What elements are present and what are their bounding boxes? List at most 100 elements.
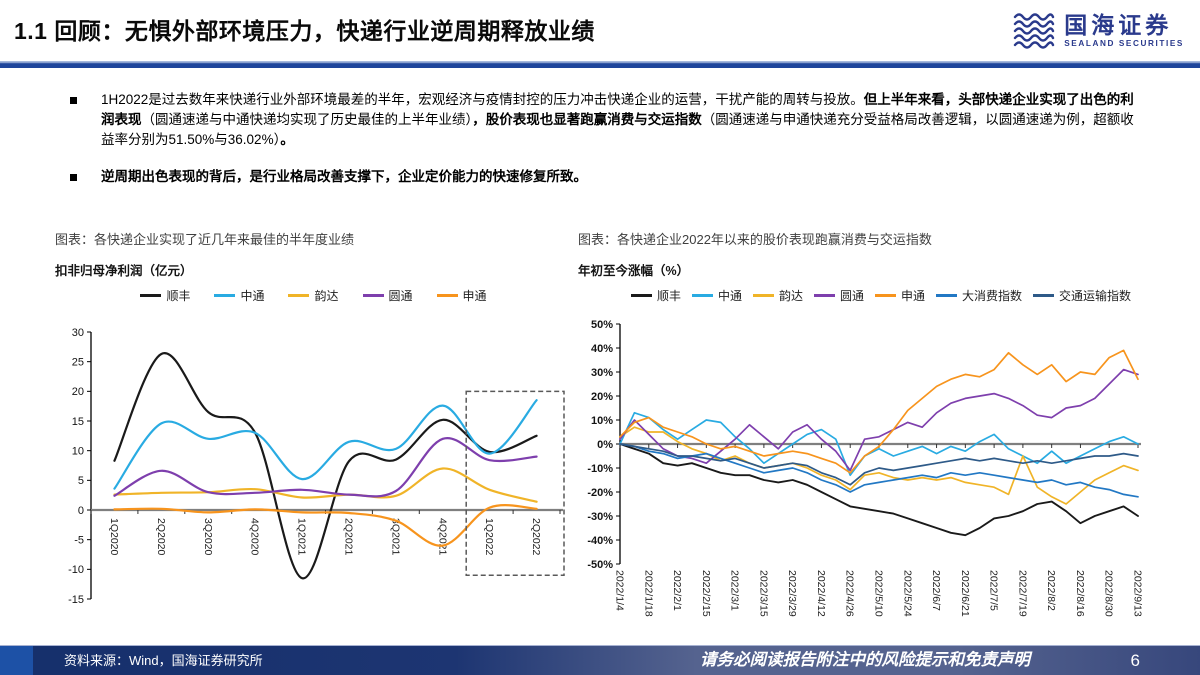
- left-chart-title: 图表：各快递企业实现了近几年来最佳的半年度业绩: [55, 232, 355, 247]
- x-tick-label: 2022/8/16: [1074, 570, 1086, 617]
- text-segment: （圆通速递与中通快递均实现了历史最佳的上半年业绩）: [141, 112, 473, 127]
- legend-label: 交通运输指数: [1059, 289, 1132, 303]
- legend-swatch: [752, 294, 774, 297]
- company-logo: 国海证券 SEALAND SECURITIES: [1012, 9, 1184, 53]
- series-申通: [619, 349, 1139, 474]
- x-tick-label: 2022/4/26: [844, 570, 856, 617]
- y-tick-label: 20: [72, 386, 84, 398]
- series-中通: [113, 399, 538, 490]
- x-tick-label: 2022/1/4: [614, 570, 626, 611]
- right-chart: 50%40%30%20%10%0%-10%-20%-30%-40%-50%202…: [587, 319, 1144, 617]
- bullet-item: 1H2022是过去数年来快递行业外部环境最差的半年，宏观经济与疫情封控的压力冲击…: [68, 90, 1146, 150]
- legend-label: 申通: [901, 289, 926, 303]
- series-韵达: [113, 467, 538, 503]
- footer: 资料来源：Wind，国海证券研究所 请务必阅读报告附注中的风险提示和免责声明 6: [0, 645, 1200, 675]
- x-tick-label: 3Q2020: [202, 518, 214, 556]
- legend-item: 大消费指数: [936, 287, 1022, 304]
- highlight-box: [465, 390, 565, 577]
- y-tick-label: -15: [68, 594, 84, 606]
- legend-swatch: [813, 294, 835, 297]
- x-tick-label: 2022/7/19: [1016, 570, 1028, 617]
- legend-item: 圆通: [813, 287, 864, 304]
- y-tick-label: -30%: [587, 511, 613, 523]
- text-segment: 但上半年来看，头部快递企业实现了出色的利润表现: [101, 92, 1134, 127]
- series-顺丰: [113, 352, 538, 580]
- text-segment: 1H2022是过去数年来快递行业外部环境最差的半年，宏观经济与疫情封控的压力冲击…: [101, 92, 864, 107]
- legend-swatch: [1033, 294, 1055, 297]
- x-tick-label: 2022/7/5: [988, 570, 1000, 611]
- x-tick-label: 2022/8/2: [1045, 570, 1057, 611]
- legend-item: 申通: [875, 287, 925, 304]
- x-tick-label: 2Q2021: [342, 518, 354, 556]
- legend-label: 顺丰: [166, 289, 191, 303]
- legend-swatch: [936, 294, 958, 297]
- y-tick-label: 20%: [591, 391, 613, 403]
- legend-item: 交通运输指数: [1033, 287, 1131, 304]
- x-tick-label: 2022/8/30: [1103, 570, 1115, 617]
- logo-text: 国海证券 SEALAND SECURITIES: [1064, 11, 1184, 48]
- text-segment: ，股价表现也显著跑赢消费与交运指数: [472, 112, 702, 127]
- bullet-text: 逆周期出色表现的背后，是行业格局改善支撑下，企业定价能力的快速修复所致。: [101, 167, 587, 187]
- left-chart-ylabel: 扣非归母净利润（亿元）: [55, 264, 193, 278]
- legend-item: 中通: [214, 287, 264, 304]
- x-tick-label: 1Q2020: [108, 518, 120, 556]
- text-segment: 。: [280, 132, 294, 147]
- y-tick-label: -20%: [587, 487, 613, 499]
- legend-swatch: [691, 294, 713, 297]
- legend-item: 韵达: [288, 287, 339, 304]
- legend-swatch: [288, 294, 310, 297]
- right-chart-title: 图表：各快递企业2022年以来的股价表现跑赢消费与交运指数: [578, 232, 932, 247]
- legend-label: 韵达: [314, 289, 339, 303]
- source-note: 资料来源：Wind，国海证券研究所: [64, 653, 263, 668]
- right-chart-legend: 顺丰 中通 韵达 圆通 申通 大消费指数 交通运输指数: [578, 287, 1184, 304]
- x-tick-label: 1Q2021: [296, 518, 308, 556]
- y-tick-label: 15: [72, 416, 84, 428]
- x-tick-label: 2022/3/29: [786, 570, 798, 617]
- legend-label: 申通: [462, 289, 487, 303]
- y-tick-label: 0%: [597, 439, 613, 451]
- left-chart-block: 图表：各快递企业实现了近几年来最佳的半年度业绩 扣非归母净利润（亿元） 顺丰 中通…: [55, 229, 572, 621]
- y-tick-label: -10%: [587, 463, 613, 475]
- page-number: 6: [1130, 651, 1140, 670]
- y-tick-label: -10: [68, 564, 84, 576]
- x-tick-label: 2022/6/7: [930, 570, 942, 611]
- x-tick-label: 2Q2022: [530, 518, 542, 556]
- legend-label: 大消费指数: [962, 289, 1023, 303]
- x-tick-label: 2022/2/15: [700, 570, 712, 617]
- text-segment: 逆周期出色表现的背后，是行业格局改善支撑下，企业定价能力的快速修复所致。: [101, 169, 587, 184]
- y-tick-label: 30: [72, 327, 84, 339]
- y-tick-label: 50%: [591, 319, 613, 331]
- disclaimer: 请务必阅读报告附注中的风险提示和免责声明: [700, 651, 1030, 669]
- series-大消费指数: [619, 443, 1139, 498]
- legend-item: 圆通: [362, 287, 413, 304]
- legend-label: 中通: [240, 289, 265, 303]
- series-顺丰: [619, 443, 1139, 537]
- right-chart-block: 图表：各快递企业2022年以来的股价表现跑赢消费与交运指数 年初至今涨幅（%） …: [578, 229, 1184, 657]
- bullet-list: 1H2022是过去数年来快递行业外部环境最差的半年，宏观经济与疫情封控的压力冲击…: [68, 90, 1146, 204]
- left-chart: 30 25 20 15 10 5 0 -5 -10 -15 1Q2020 2Q2020 3Q2020 4Q…: [68, 327, 565, 606]
- legend-swatch: [140, 294, 162, 297]
- legend-item: 申通: [436, 287, 487, 304]
- y-tick-label: -5: [74, 534, 84, 546]
- x-tick-label: 2022/9/13: [1132, 570, 1144, 617]
- series-申通: [113, 504, 538, 547]
- legend-item: 顺丰: [140, 287, 190, 304]
- sealand-wave-icon: [1014, 13, 1055, 49]
- y-tick-label: -40%: [587, 535, 613, 547]
- y-tick-label: 10%: [591, 415, 613, 427]
- series-圆通: [113, 437, 538, 498]
- left-chart-legend: 顺丰 中通 韵达 圆通 申通: [55, 287, 572, 304]
- right-chart-ylabel: 年初至今涨幅（%）: [578, 264, 690, 278]
- x-tick-label: 2022/3/15: [757, 570, 769, 617]
- x-tick-label: 3Q2021: [389, 518, 401, 556]
- legend-swatch: [875, 294, 896, 297]
- x-tick-label: 2022/5/10: [873, 570, 885, 617]
- x-tick-label: 1Q2022: [483, 518, 495, 556]
- logo-name-cn: 国海证券: [1064, 11, 1173, 38]
- bullet-item: 逆周期出色表现的背后，是行业格局改善支撑下，企业定价能力的快速修复所致。: [68, 167, 1146, 187]
- legend-label: 韵达: [778, 289, 803, 303]
- x-tick-label: 4Q2020: [249, 518, 261, 556]
- legend-label: 中通: [717, 289, 742, 303]
- footer-accent-square: [0, 646, 33, 675]
- x-tick-label: 2022/4/12: [815, 570, 827, 617]
